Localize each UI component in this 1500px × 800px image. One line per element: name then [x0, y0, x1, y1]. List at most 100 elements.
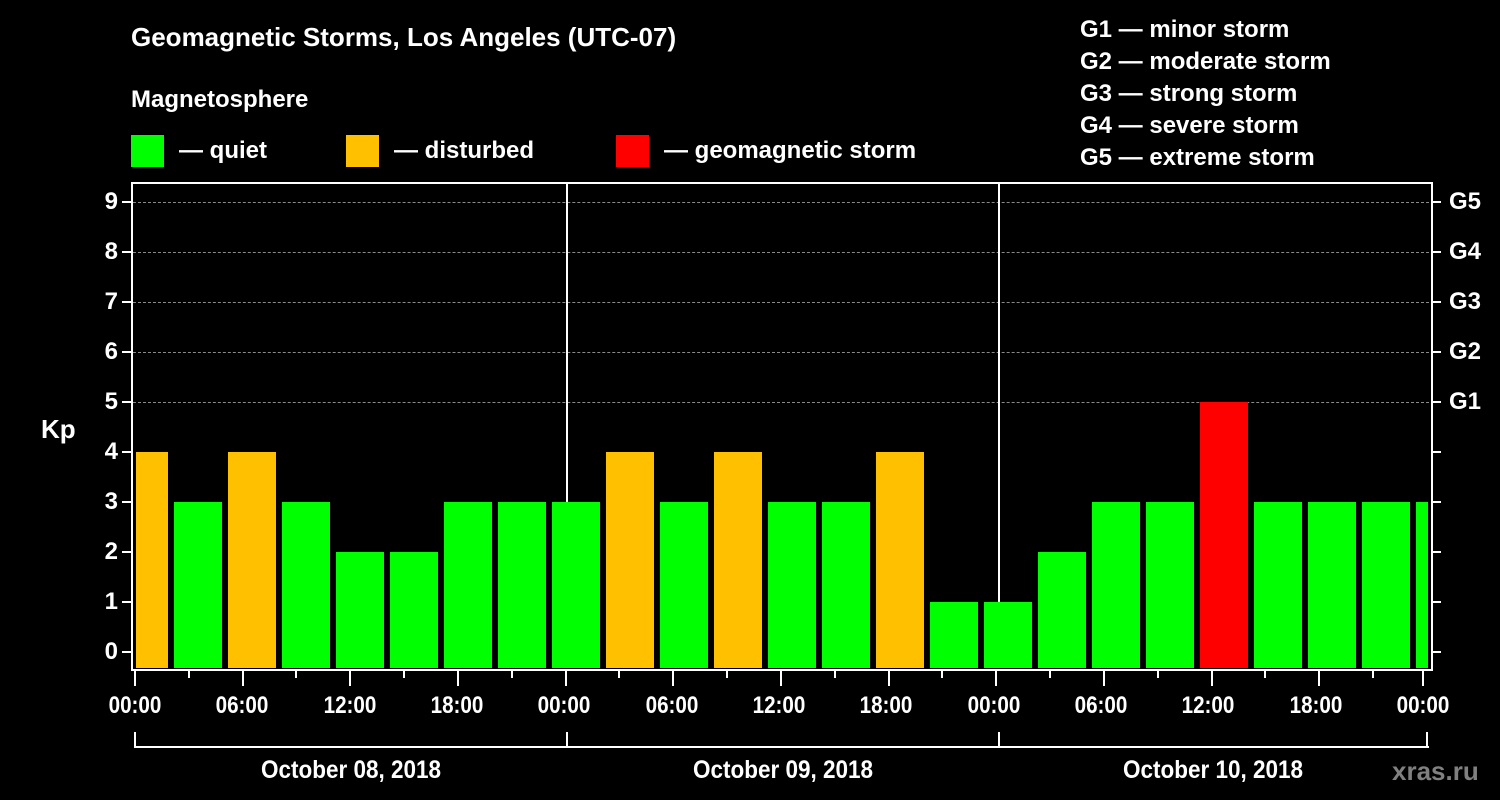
kp-bar-quiet — [1362, 502, 1410, 668]
x-tick-label: 18:00 — [859, 692, 913, 719]
kp-bar-quiet — [930, 602, 978, 668]
kp-bar-quiet — [552, 502, 600, 668]
y-tick — [122, 351, 131, 353]
x-tick-label: 00:00 — [967, 692, 1021, 719]
x-minor-tick — [511, 670, 513, 678]
storm-scale-g2: G2 — moderate storm — [1080, 48, 1331, 75]
x-minor-tick — [295, 670, 297, 678]
watermark: xras.ru — [1392, 756, 1479, 786]
kp-bar-quiet — [498, 502, 546, 668]
kp-bar-quiet — [768, 502, 816, 668]
kp-bar-disturbed — [714, 452, 762, 668]
grid-line — [133, 402, 1429, 403]
g-scale-label: G1 — [1449, 388, 1482, 415]
x-tick-label: 06:00 — [215, 692, 269, 719]
x-minor-tick — [618, 670, 620, 678]
x-major-tick — [457, 670, 459, 686]
grid-line — [133, 302, 1429, 303]
x-minor-tick — [1049, 670, 1051, 678]
date-label: October 10, 2018 — [1122, 756, 1304, 784]
kp-bar-quiet — [1146, 502, 1194, 668]
right-tick — [1431, 401, 1441, 403]
x-major-tick — [1422, 670, 1424, 686]
storm-scale-g1: G1 — minor storm — [1080, 16, 1290, 43]
y-tick — [122, 251, 131, 253]
kp-bar-disturbed — [228, 452, 276, 668]
quiet-swatch-icon — [131, 135, 164, 167]
x-tick-label: 18:00 — [1289, 692, 1343, 719]
x-minor-tick — [834, 670, 836, 678]
g-scale-label: G4 — [1449, 238, 1482, 265]
chart-subtitle: Magnetosphere — [131, 86, 309, 113]
y-tick-label: 1 — [104, 588, 118, 615]
y-tick — [122, 551, 131, 553]
day-divider — [566, 182, 568, 668]
kp-bar-quiet — [822, 502, 870, 668]
x-tick-label: 00:00 — [108, 692, 162, 719]
x-tick-label: 18:00 — [430, 692, 484, 719]
kp-bar-quiet — [1254, 502, 1302, 668]
y-tick — [122, 651, 131, 653]
kp-bar-quiet — [660, 502, 708, 668]
storm-scale-g4: G4 — severe storm — [1080, 112, 1299, 139]
kp-bar-quiet — [1308, 502, 1356, 668]
date-label: October 09, 2018 — [692, 756, 874, 784]
x-major-tick — [1211, 670, 1213, 686]
kp-bar-quiet — [1038, 552, 1086, 668]
x-major-tick — [888, 670, 890, 686]
right-tick — [1431, 651, 1441, 653]
y-tick — [122, 451, 131, 453]
y-tick — [122, 501, 131, 503]
date-bracket-tick — [998, 732, 1000, 748]
right-tick — [1431, 601, 1441, 603]
x-minor-tick — [1264, 670, 1266, 678]
y-tick-label: 4 — [104, 438, 118, 465]
date-bracket-line — [134, 746, 1429, 748]
y-tick-label: 5 — [104, 388, 118, 415]
x-major-tick — [995, 670, 997, 686]
x-tick-label: 00:00 — [1396, 692, 1450, 719]
storm-scale-g5: G5 — extreme storm — [1080, 144, 1315, 171]
x-major-tick — [1103, 670, 1105, 686]
x-minor-tick — [726, 670, 728, 678]
kp-bar-quiet — [390, 552, 438, 668]
kp-bar-quiet — [444, 502, 492, 668]
grid-line — [133, 252, 1429, 253]
day-divider — [998, 182, 1000, 668]
date-bracket-tick — [566, 732, 568, 748]
x-tick-label: 12:00 — [1181, 692, 1235, 719]
y-tick-label: 3 — [104, 488, 118, 515]
legend-disturbed-label: — disturbed — [394, 137, 535, 164]
storm-scale-g3: G3 — strong storm — [1080, 80, 1298, 107]
x-minor-tick — [403, 670, 405, 678]
kp-bar-storm — [1200, 402, 1248, 668]
x-minor-tick — [941, 670, 943, 678]
g-scale-label: G2 — [1449, 338, 1482, 365]
storm-scale-list: G1 — minor storm G2 — moderate storm G3 … — [1080, 14, 1331, 174]
right-tick — [1431, 351, 1441, 353]
y-tick — [122, 301, 131, 303]
x-minor-tick — [1157, 670, 1159, 678]
x-minor-tick — [1372, 670, 1374, 678]
grid-line — [133, 352, 1429, 353]
y-tick-label: 7 — [104, 288, 118, 315]
kp-bar-quiet — [282, 502, 330, 668]
kp-bar-disturbed — [876, 452, 924, 668]
y-tick-label: 6 — [104, 338, 118, 365]
chart-title: Geomagnetic Storms, Los Angeles (UTC-07) — [131, 22, 677, 52]
x-major-tick — [565, 670, 567, 686]
y-tick — [122, 401, 131, 403]
x-tick-label: 12:00 — [323, 692, 377, 719]
date-label: October 08, 2018 — [260, 756, 442, 784]
grid-line — [133, 202, 1429, 203]
right-tick — [1431, 251, 1441, 253]
y-axis-label: Kp — [41, 414, 76, 444]
y-tick-label: 9 — [104, 188, 118, 215]
right-tick — [1431, 551, 1441, 553]
x-tick-label: 06:00 — [1074, 692, 1128, 719]
legend-quiet-label: — quiet — [179, 137, 267, 164]
legend-storm: — geomagnetic storm — [616, 134, 916, 168]
right-tick — [1431, 451, 1441, 453]
y-tick-label: 8 — [104, 238, 118, 265]
x-tick-label: 00:00 — [537, 692, 591, 719]
